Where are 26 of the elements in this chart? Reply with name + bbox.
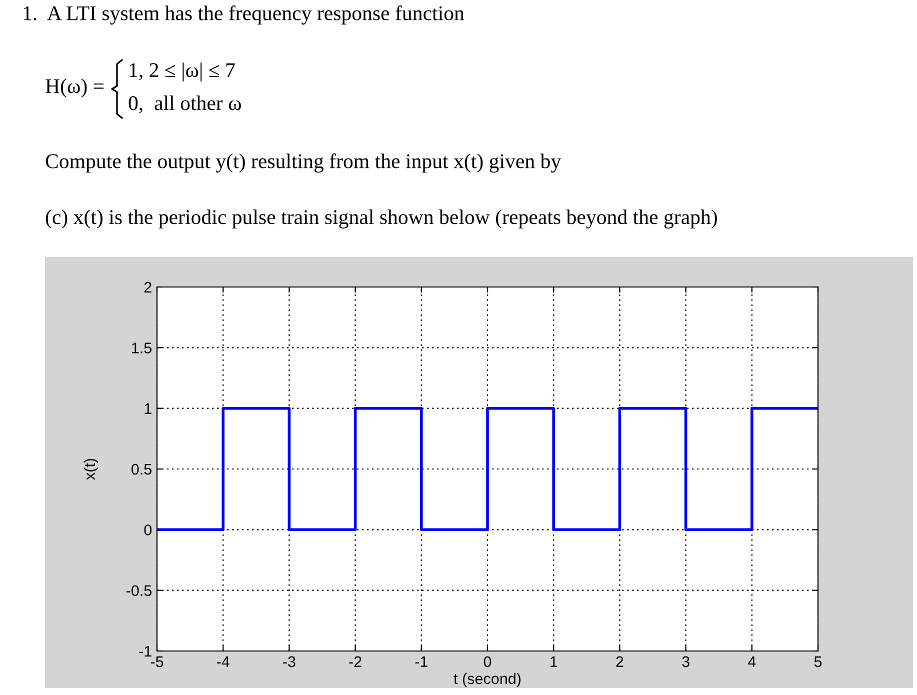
text: Compute the output y(t) resulting from the input x(t) given by	[46, 153, 562, 173]
y-tick-label: 1.5	[132, 342, 152, 354]
x-tick-label: 3	[682, 656, 690, 668]
x-tick-label: -5	[150, 656, 164, 668]
y-tick-label: 0.5	[132, 464, 152, 475]
x-tick-label: 5	[814, 656, 822, 668]
text: H(ω) =	[46, 78, 104, 98]
x-tick-label: -2	[349, 656, 362, 667]
y-axis-title: x(t)	[84, 458, 98, 480]
x-tick-label: 2	[616, 656, 624, 667]
text: (c) x(t) is the periodic pulse train signal shown below (repeats beyond the graph)	[46, 210, 717, 228]
x-tick-label: -1	[415, 656, 428, 667]
x-tick-label: 0	[484, 656, 492, 668]
y-tick-label: -0.5	[126, 585, 152, 596]
y-tick-label: -1	[139, 646, 152, 657]
y-tick-label: 1	[144, 403, 152, 414]
x-axis-title: t (second)	[454, 672, 521, 688]
text: 0, all other ω	[128, 96, 241, 114]
y-tick-label: 0	[144, 524, 152, 536]
x-tick-label: -3	[283, 656, 296, 668]
text: 1. A LTI system has the frequency response function	[24, 5, 464, 25]
y-tick-label: 2	[144, 282, 152, 293]
text: 1, 2 ≤ |ω| ≤ 7	[130, 62, 235, 82]
x-tick-label: 4	[748, 656, 756, 667]
x-tick-label: 1	[550, 656, 558, 667]
x-tick-label: -4	[216, 656, 230, 667]
